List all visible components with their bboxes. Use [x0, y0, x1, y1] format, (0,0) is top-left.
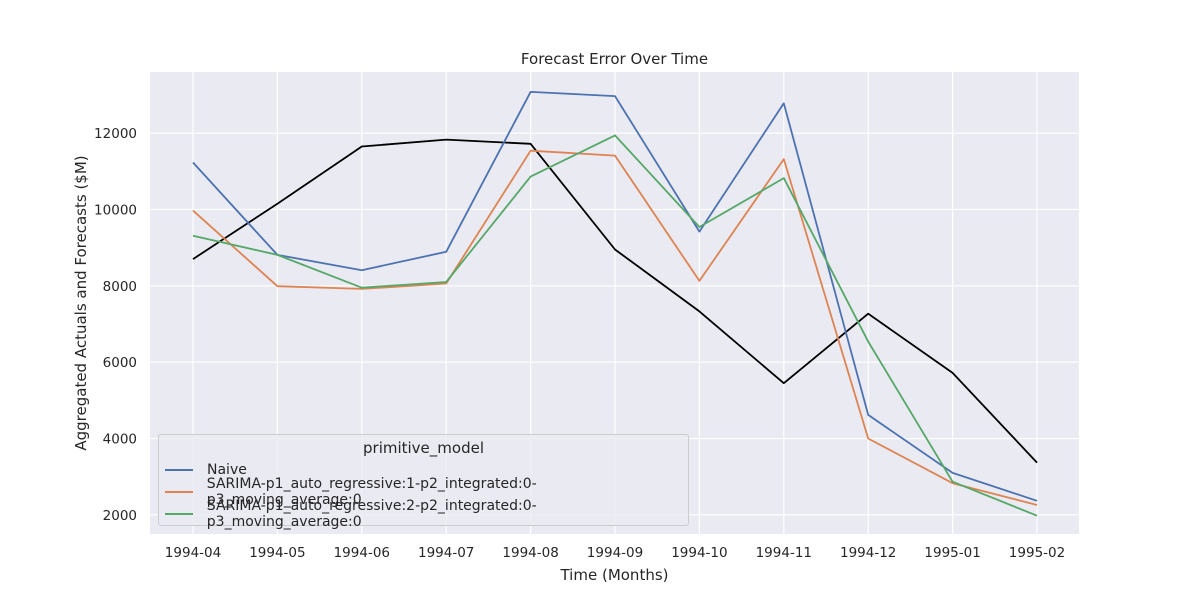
y-tick-label: 2000 — [103, 508, 137, 524]
tick-labels: 1994-04 1994-05 1994-06 1994-07 1994-08 1994-… — [94, 126, 1065, 561]
x-axis-label: Time (Months) — [559, 566, 668, 584]
legend-title: primitive_model — [363, 439, 484, 457]
actuals-line — [192, 138, 1038, 464]
y-tick-label: 4000 — [103, 432, 137, 448]
series-lines — [192, 91, 1038, 517]
legend-item-sarima-ar1: SARIMA-p1_auto_regressive:1-p2_integrate… — [165, 476, 688, 508]
series-line-1 — [192, 91, 1038, 502]
legend-label-naive: Naive — [207, 462, 247, 478]
y-tick-label: 6000 — [103, 355, 137, 371]
legend-item-sarima-ar2: SARIMA-p1_auto_regressive:2-p2_integrate… — [165, 498, 688, 530]
x-tick-label: 1994-09 — [587, 545, 643, 561]
x-tick-label: 1995-01 — [924, 545, 980, 561]
legend-label-sarima-ar2: SARIMA-p1_auto_regressive:2-p2_integrate… — [206, 498, 537, 530]
legend-swatch-sarima-ar2 — [165, 513, 193, 515]
x-tick-label: 1995-02 — [1009, 545, 1065, 561]
y-tick-label: 10000 — [94, 202, 137, 218]
grid-lines — [150, 72, 1079, 534]
x-tick-label: 1994-08 — [502, 545, 558, 561]
x-tick-label: 1994-04 — [165, 545, 221, 561]
series-line-3 — [192, 134, 1038, 517]
y-tick-label: 8000 — [103, 279, 137, 295]
legend-swatch-naive — [165, 469, 193, 471]
y-axis-label: Aggregated Actuals and Forecasts ($M) — [72, 155, 90, 450]
series-line-2 — [192, 149, 1038, 506]
x-tick-label: 1994-06 — [334, 545, 390, 561]
chart-title: Forecast Error Over Time — [521, 50, 708, 68]
y-tick-label: 12000 — [94, 126, 137, 142]
legend: primitive_model Naive SARIMA-p1_auto_reg… — [158, 434, 689, 530]
legend-label-sarima-ar1: SARIMA-p1_auto_regressive:1-p2_integrate… — [206, 476, 537, 508]
x-tick-label: 1994-12 — [840, 545, 896, 561]
x-tick-label: 1994-07 — [418, 545, 474, 561]
legend-item-naive: Naive — [165, 461, 247, 479]
x-tick-label: 1994-11 — [756, 545, 812, 561]
x-tick-label: 1994-10 — [671, 545, 727, 561]
x-tick-label: 1994-05 — [249, 545, 305, 561]
legend-swatch-sarima-ar1 — [165, 491, 193, 493]
